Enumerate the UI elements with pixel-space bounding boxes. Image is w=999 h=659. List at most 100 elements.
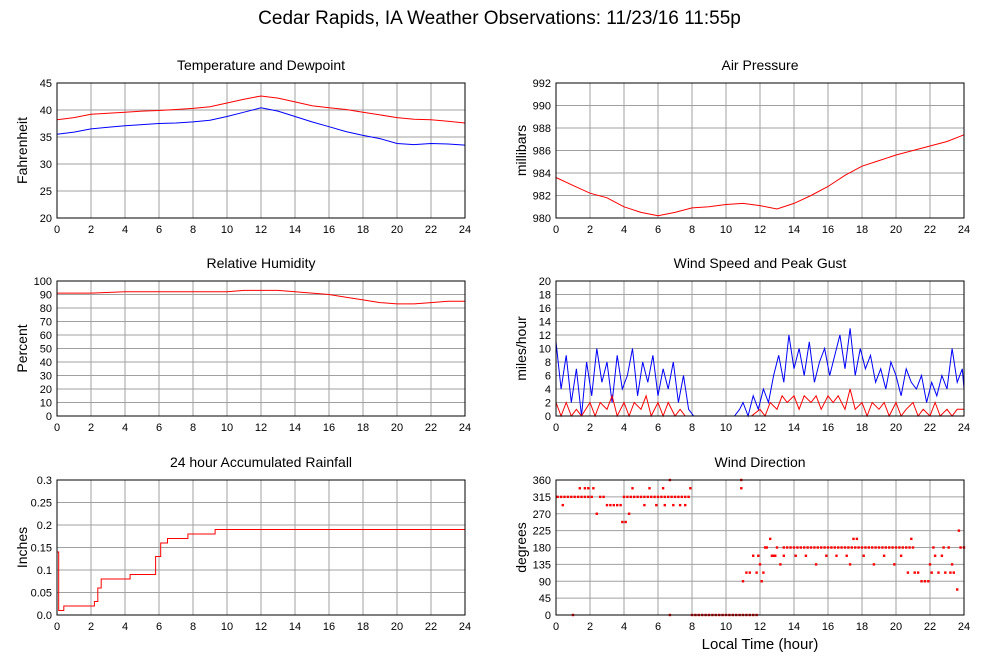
direction-point xyxy=(765,546,768,549)
direction-point xyxy=(646,495,649,499)
direction-point xyxy=(612,503,615,507)
wind-xtick-label: 20 xyxy=(890,422,902,434)
humidity-series-0-line xyxy=(57,289,465,305)
direction-point xyxy=(847,546,850,549)
humidity-xtick-label: 0 xyxy=(54,422,60,434)
temp-xtick-label: 10 xyxy=(221,224,233,236)
wind-xtick-label: 14 xyxy=(788,422,800,434)
direction-ytick-label: 225 xyxy=(533,526,551,538)
wind-ytick-label: 14 xyxy=(539,317,551,329)
direction-point xyxy=(648,487,651,490)
direction-point xyxy=(881,546,884,549)
wind-xtick-label: 0 xyxy=(553,422,559,434)
direction-point xyxy=(950,563,954,566)
rain-ytick-label: 0.3 xyxy=(37,475,52,487)
temp-ytick-label: 20 xyxy=(40,213,52,225)
rain-ytick-label: 0.25 xyxy=(31,498,52,510)
direction-point xyxy=(913,571,916,574)
temp-ytick-label: 35 xyxy=(40,132,52,144)
pressure-xtick-label: 18 xyxy=(856,224,868,236)
direction-point xyxy=(770,554,774,557)
direction-point xyxy=(923,580,927,583)
wind-ytick-label: 8 xyxy=(545,357,551,369)
pressure-xtick-label: 16 xyxy=(822,224,834,236)
direction-point xyxy=(660,495,663,499)
direction-point xyxy=(906,571,910,574)
direction-point xyxy=(782,554,785,557)
temp-xtick-label: 18 xyxy=(357,224,369,236)
direction-ytick-label: 180 xyxy=(533,543,551,555)
direction-point xyxy=(633,495,636,499)
humidity-xtick-label: 8 xyxy=(190,422,196,434)
temp-xtick-label: 22 xyxy=(425,224,437,236)
direction-point xyxy=(952,571,955,574)
wind-xtick-label: 12 xyxy=(754,422,766,434)
direction-point xyxy=(576,495,580,499)
wind-xtick-label: 6 xyxy=(655,422,661,434)
humidity-xtick-label: 20 xyxy=(391,422,403,434)
humidity-xtick-label: 16 xyxy=(323,422,335,434)
direction-point xyxy=(891,546,894,549)
direction-point xyxy=(629,495,632,499)
direction-point xyxy=(624,520,627,524)
rain-xtick-label: 0 xyxy=(54,621,60,633)
direction-xtick-label: 2 xyxy=(587,621,593,633)
rain-xtick-label: 8 xyxy=(190,621,196,633)
direction-point xyxy=(782,546,785,549)
direction-point xyxy=(561,503,564,507)
direction-point xyxy=(755,571,758,574)
direction-point xyxy=(862,554,865,557)
direction-point xyxy=(927,580,930,583)
direction-point xyxy=(689,487,692,490)
direction-point xyxy=(944,571,947,574)
direction-point xyxy=(631,487,634,490)
humidity-ytick-label: 10 xyxy=(40,398,52,410)
humidity-xtick-label: 14 xyxy=(289,422,301,434)
direction-point xyxy=(893,563,896,566)
pressure-xtick-label: 0 xyxy=(553,224,559,236)
direction-point xyxy=(605,503,609,507)
direction-point xyxy=(882,554,886,557)
temp-xtick-label: 24 xyxy=(459,224,471,236)
humidity-ytick-label: 0 xyxy=(46,411,52,423)
direction-plot-frame xyxy=(555,479,965,616)
direction-point xyxy=(775,546,779,549)
wind-title: Wind Speed and Peak Gust xyxy=(674,255,847,271)
direction-point xyxy=(661,487,665,490)
direction-xtick-label: 14 xyxy=(788,621,800,633)
direction-point xyxy=(587,487,590,490)
rain-xtick-label: 10 xyxy=(221,621,233,633)
wind-ylabel: miles/hour xyxy=(513,316,529,381)
temp-plot-frame xyxy=(56,82,466,219)
humidity-ytick-label: 30 xyxy=(40,371,52,383)
direction-ytick-label: 45 xyxy=(539,593,551,605)
wind-ytick-label: 12 xyxy=(539,330,551,342)
direction-point xyxy=(884,546,887,549)
pressure-xtick-label: 6 xyxy=(655,224,661,236)
direction-point xyxy=(877,546,881,549)
direction-point xyxy=(792,546,796,549)
direction-point xyxy=(609,503,612,507)
wind-series-1-line xyxy=(555,388,964,418)
pressure-xtick-label: 2 xyxy=(587,224,593,236)
direction-ytick-label: 270 xyxy=(533,509,551,521)
humidity-xtick-label: 12 xyxy=(255,422,267,434)
direction-point xyxy=(947,546,950,549)
pressure-title: Air Pressure xyxy=(721,57,798,73)
direction-point xyxy=(583,495,587,499)
direction-point xyxy=(639,495,643,499)
wind-ytick-label: 10 xyxy=(539,344,551,356)
direction-point xyxy=(848,563,852,566)
direction-point xyxy=(745,571,748,574)
direction-point xyxy=(932,546,935,549)
direction-point xyxy=(650,495,653,499)
direction-point xyxy=(760,580,763,583)
pressure-series-0-line xyxy=(555,134,965,217)
direction-point xyxy=(855,537,859,541)
direction-xtick-label: 24 xyxy=(958,621,970,633)
direction-point xyxy=(655,503,658,507)
direction-ytick-label: 0 xyxy=(545,610,551,622)
wind-ytick-label: 18 xyxy=(539,290,551,302)
